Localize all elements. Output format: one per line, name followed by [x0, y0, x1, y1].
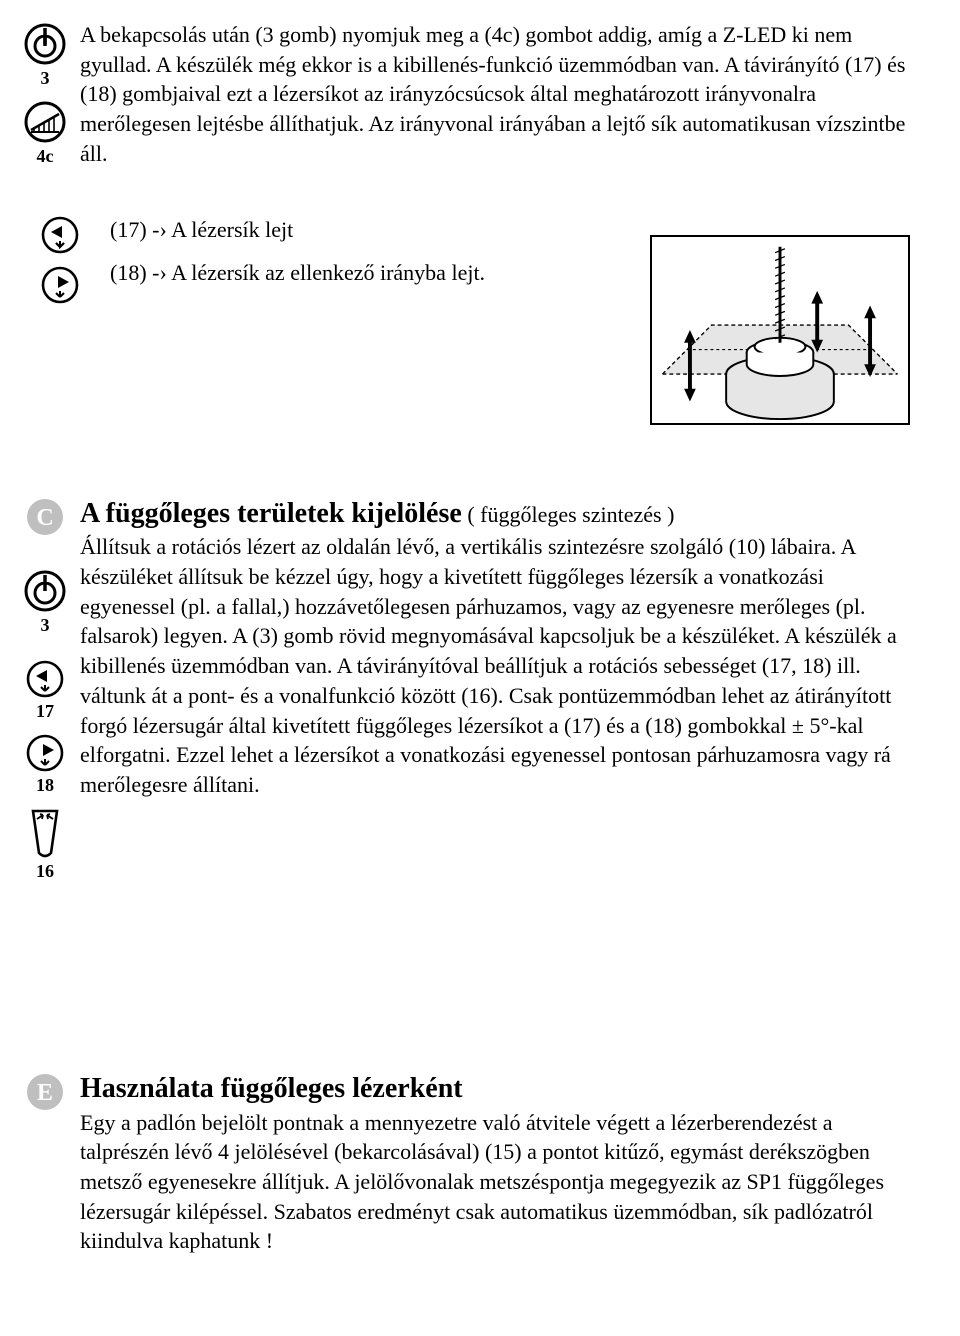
scan-icon-label: 16 [36, 859, 54, 883]
letter-c-wrap: C [25, 497, 65, 537]
intro-paragraph: A bekapcsolás után (3 gomb) nyomjuk meg … [80, 20, 920, 168]
tilt-icon [23, 100, 67, 144]
arrow-right [864, 305, 876, 376]
section-c-heading: A függőleges területek kijelölése [80, 498, 462, 529]
section-intro: 3 4c A bekapcsolás után (3 gomb) nyomjuk… [10, 20, 920, 175]
arrow-list-lines: (17) -› A lézersík lejt (18) -› A lézers… [80, 215, 630, 305]
power-icon-wrap-c: 3 [23, 569, 67, 637]
power-icon [23, 569, 67, 613]
line-18: (18) -› A lézersík az ellenkező irányba … [110, 258, 630, 288]
power-icon-label-c: 3 [41, 613, 50, 637]
power-icon-label: 3 [41, 66, 50, 90]
power-icon-wrap: 3 [23, 22, 67, 90]
circle-letter-c-icon: C [25, 497, 65, 537]
tilt-icon-wrap: 4c [23, 100, 67, 168]
svg-text:E: E [37, 1080, 53, 1106]
svg-text:C: C [36, 505, 53, 531]
left-icons-c: C 3 17 [10, 495, 80, 890]
arrow-up-left-icon [40, 215, 80, 255]
intro-body: A bekapcsolás után (3 gomb) nyomjuk meg … [80, 20, 920, 175]
list-diagram-row: (17) -› A lézersík lejt (18) -› A lézers… [10, 215, 920, 425]
arrow-down-label: 18 [36, 773, 54, 797]
power-icon [23, 22, 67, 66]
section-c: C 3 17 [10, 495, 920, 890]
arrow-up-wrap: 17 [25, 659, 65, 723]
tilt-diagram [650, 235, 910, 425]
arrow-mid [811, 290, 823, 352]
section-c-heading-suffix: ( függőleges szintezés ) [467, 502, 674, 527]
section-e: E Használata függőleges lézerként Egy a … [10, 1070, 920, 1256]
section-c-paragraph: Állítsuk a rotációs lézert az oldalán lé… [80, 532, 920, 799]
circle-letter-e-icon: E [25, 1072, 65, 1112]
arrow-up-label: 17 [36, 699, 54, 723]
section-e-body: Használata függőleges lézerként Egy a pa… [80, 1070, 920, 1256]
scan-icon [23, 807, 67, 859]
arrow-up-icon [25, 659, 65, 699]
tilt-icon-label: 4c [37, 144, 54, 168]
arrow-down-right-icon [40, 265, 80, 305]
line-17: (17) -› A lézersík lejt [110, 215, 630, 245]
left-icons-intro: 3 4c [10, 20, 80, 175]
section-e-heading: Használata függőleges lézerként [80, 1070, 920, 1108]
arrow-list: (17) -› A lézersík lejt (18) -› A lézers… [10, 215, 630, 305]
left-icons-e: E [10, 1070, 80, 1256]
scan-icon-wrap: 16 [23, 807, 67, 883]
arrow-list-icons [10, 215, 80, 305]
letter-e-wrap: E [25, 1072, 65, 1112]
section-c-body: A függőleges területek kijelölése ( függ… [80, 495, 920, 890]
arrow-down-wrap: 18 [25, 733, 65, 797]
section-e-paragraph: Egy a padlón bejelölt pontnak a mennyeze… [80, 1108, 920, 1256]
arrow-down-icon [25, 733, 65, 773]
